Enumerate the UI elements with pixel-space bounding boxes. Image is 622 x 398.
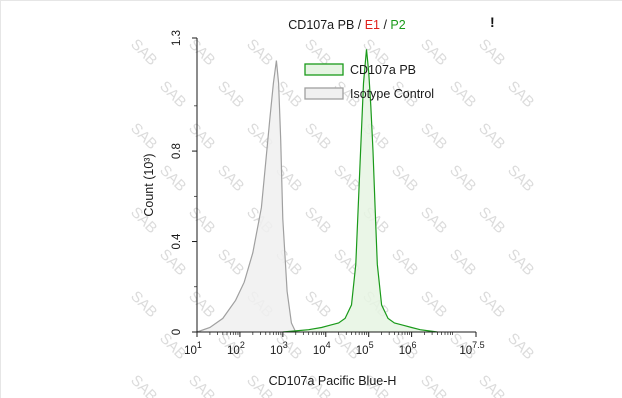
watermark-text: SAB [417,36,450,69]
watermark-text: SAB [504,78,537,111]
watermark-text: SAB [475,372,508,398]
watermark-text: SAB [127,288,160,321]
x-tick-label: 105 [356,340,374,357]
watermark-text: SAB [214,78,247,111]
x-tick-label: 104 [313,340,331,357]
watermark-text: SAB [475,288,508,321]
series-isotype-control-area [197,60,296,332]
watermark-text: SAB [475,204,508,237]
legend-swatch-cd107a-pb [304,63,344,76]
watermark-text: SAB [388,162,421,195]
legend-swatch-isotype-control [304,87,344,100]
legend-label-isotype-control: Isotype Control [350,87,434,101]
watermark-text: SAB [185,36,218,69]
watermark-text: SAB [475,36,508,69]
watermark-text: SAB [504,330,537,363]
y-tick-label: 0.8 [171,143,183,159]
x-tick-label: 101 [184,340,202,357]
watermark-text: SAB [185,372,218,398]
y-tick-label: 0 [171,329,183,335]
watermark-text: SAB [301,204,334,237]
watermark-text: SAB [504,162,537,195]
watermark-text: SAB [156,162,189,195]
legend-label-cd107a-pb: CD107a PB [350,63,416,77]
watermark-text: SAB [127,36,160,69]
series-cd107a-pb-area [282,49,438,333]
x-tick-label: 102 [227,340,245,357]
watermark-text: SAB [504,246,537,279]
x-tick-label: 106 [399,340,417,357]
x-tick-label: 107.5 [459,340,484,357]
watermark-text: SAB [214,162,247,195]
title-separator: / [354,18,365,32]
watermark-text: SAB [301,288,334,321]
legend: CD107a PB Isotype Control [304,63,434,101]
watermark-text: SAB [446,78,479,111]
watermark-text: SAB [417,120,450,153]
series-cd107a-pb-line [282,49,438,333]
plot-layer [196,49,438,333]
axes-layer: 101 102 103 104 105 106 107.5 0 0.4 0.8 1.3 CD107a … [142,30,485,388]
watermark-text: SAB [446,246,479,279]
watermark-text: SAB [417,204,450,237]
watermark-text: SAB [214,246,247,279]
watermark-text: SAB [301,120,334,153]
title-gate-p2: P2 [390,18,406,32]
y-tick-label: 1.3 [171,30,183,46]
watermark-text: SAB [185,288,218,321]
watermark-text: SAB [475,120,508,153]
y-axis-title: Count (10³) [142,153,156,216]
x-tick-label: 103 [270,340,288,357]
watermark-text: SAB [417,372,450,398]
watermark-text: SAB [127,372,160,398]
series-isotype-control-line [196,60,297,333]
x-axis-title: CD107a Pacific Blue-H [269,374,397,388]
watermark-text: SAB [388,246,421,279]
title-gate-e1: E1 [364,18,380,32]
watermark-text: SAB [446,162,479,195]
watermark-text: SAB [127,120,160,153]
chart-title: CD107a PB / E1 / P2 [182,18,512,32]
watermark-text: SAB [185,204,218,237]
title-marker: CD107a PB [288,18,355,32]
watermark-text: SAB [156,78,189,111]
watermark-text: SAB [185,120,218,153]
y-tick-label: 0.4 [171,233,183,250]
title-separator: / [380,18,391,32]
watermark-text: SAB [417,288,450,321]
watermark-text: SAB [243,36,276,69]
warning-flag-icon: ! [490,14,495,30]
watermark-text: SAB [156,246,189,279]
